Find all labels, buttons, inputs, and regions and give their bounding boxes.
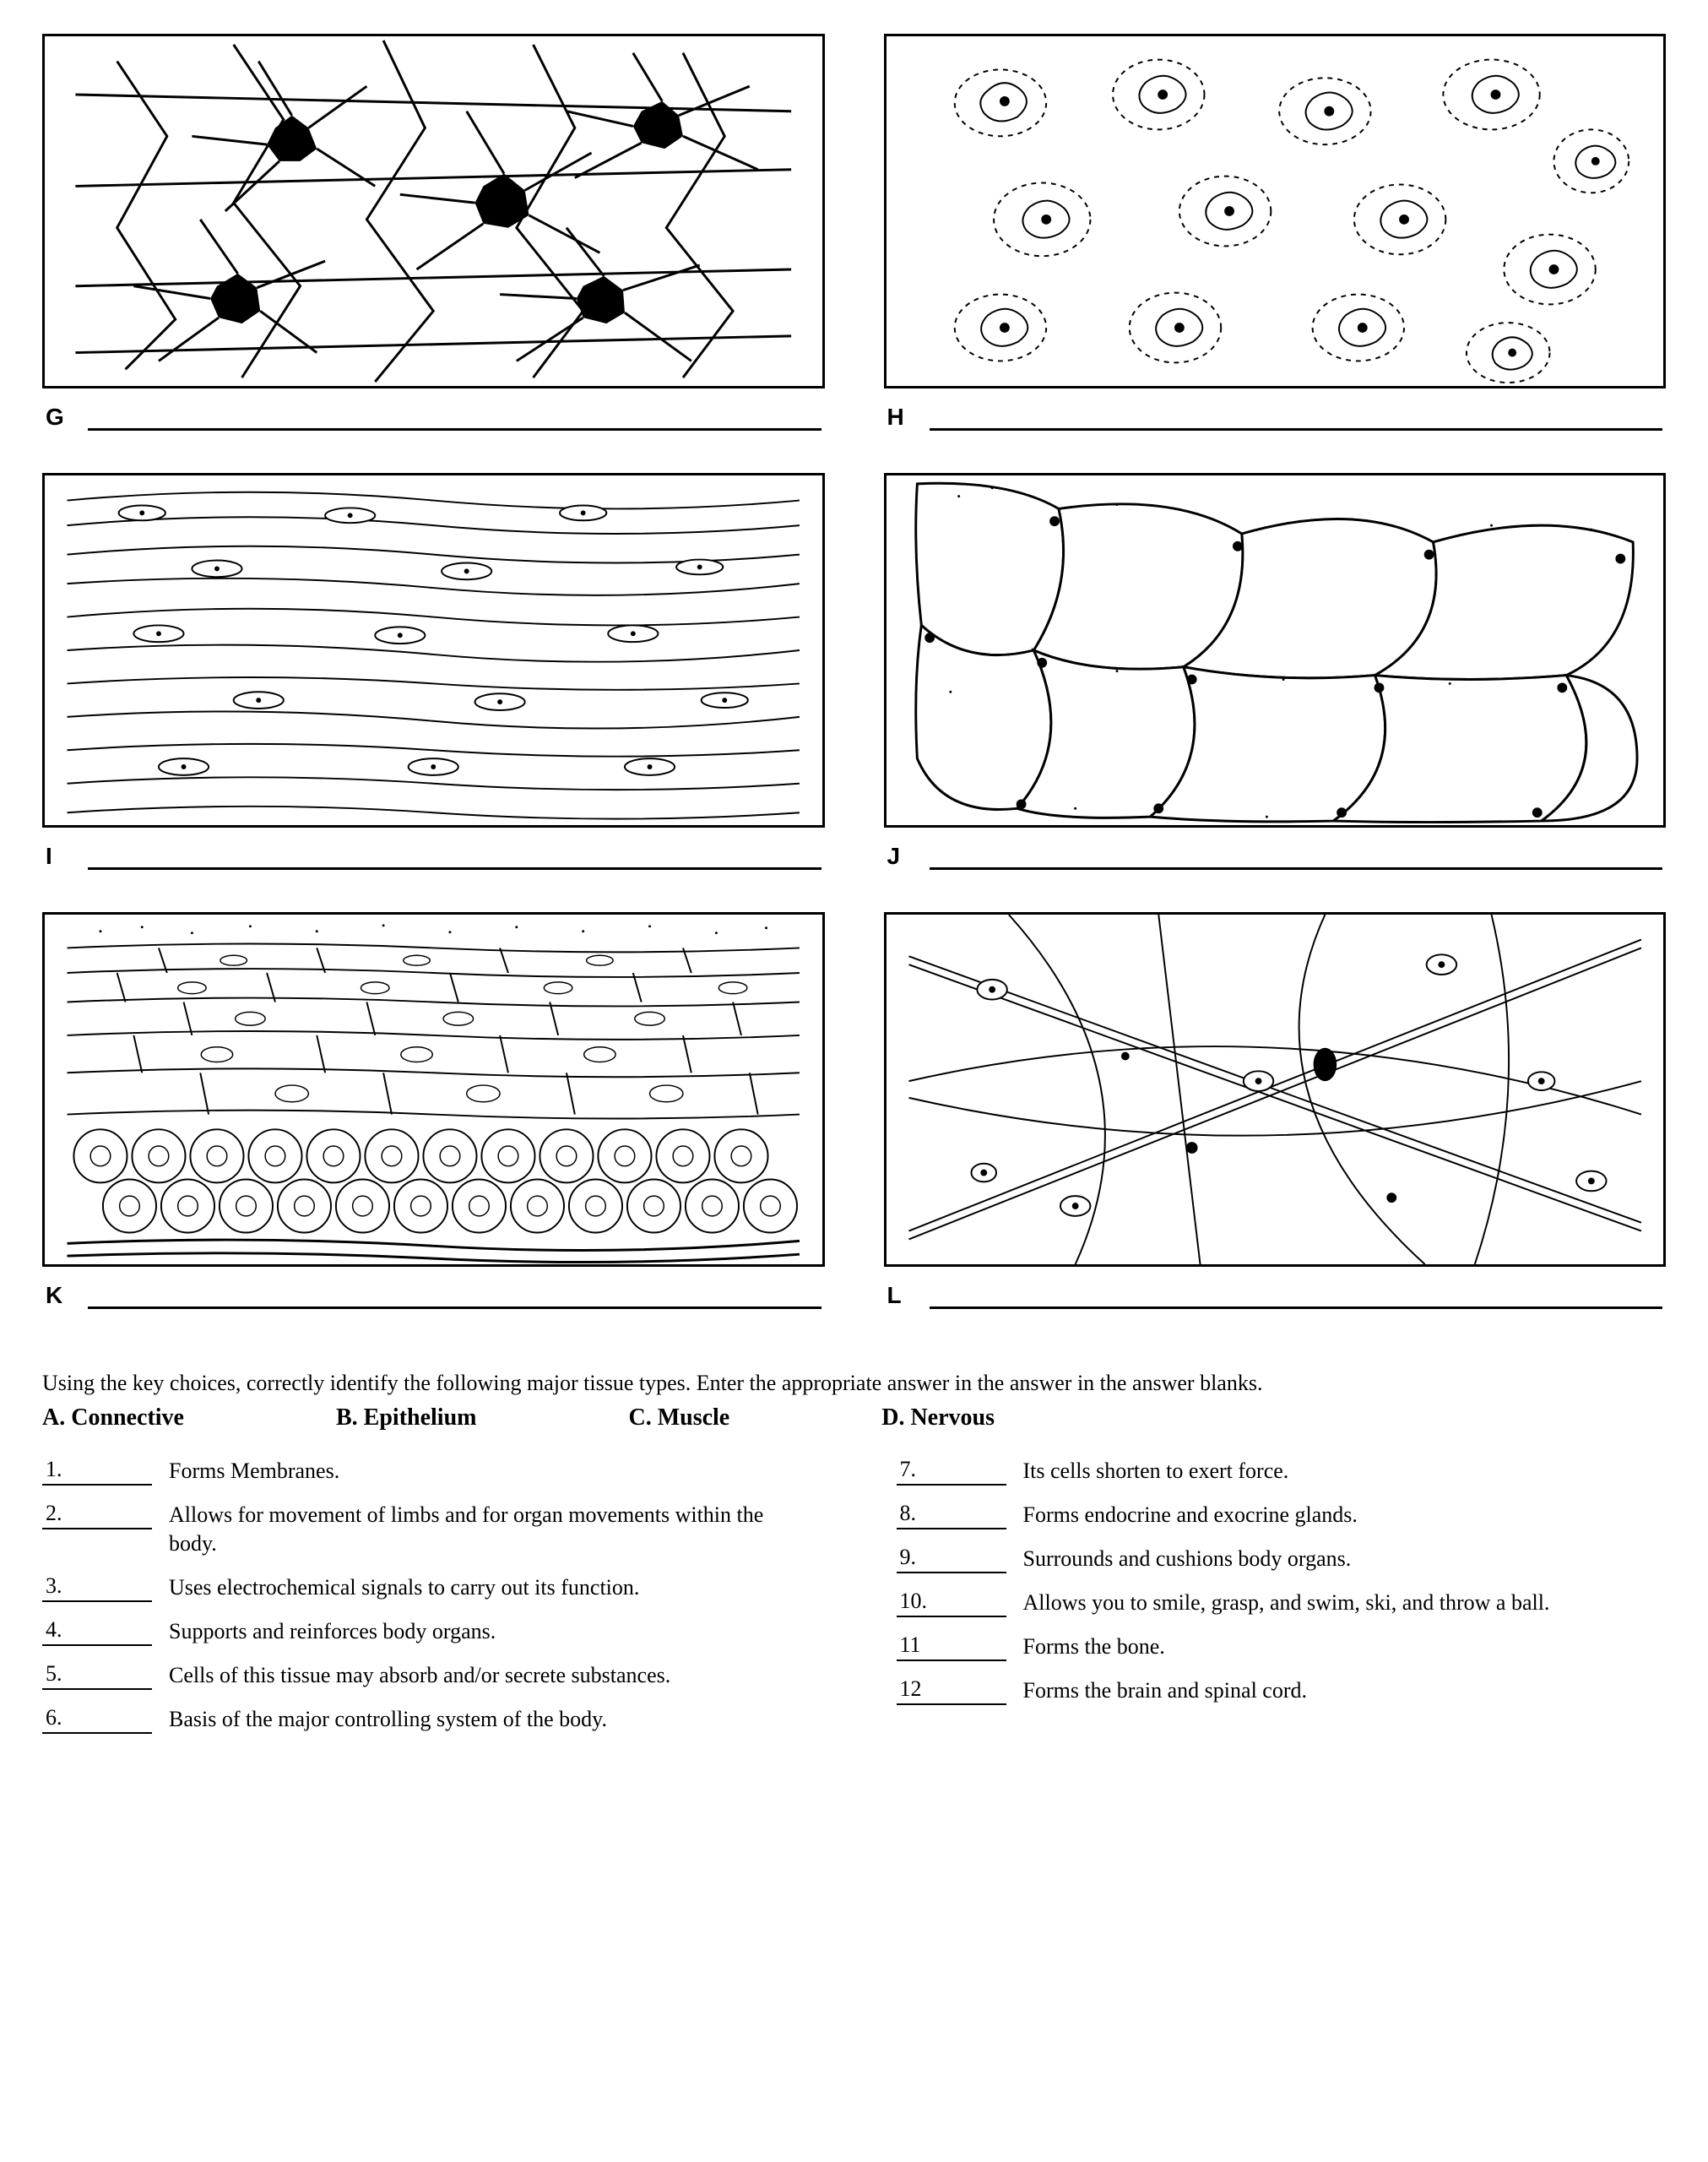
- figure-grid: G: [42, 34, 1666, 1334]
- label-letter-i: I: [46, 843, 71, 870]
- figure-h: [884, 34, 1667, 388]
- question-7: 7. Its cells shorten to exert force.: [897, 1457, 1667, 1486]
- label-letter-k: K: [46, 1282, 71, 1309]
- label-row-j: J: [884, 828, 1667, 895]
- label-letter-l: L: [887, 1282, 913, 1309]
- blank-6[interactable]: 6.: [42, 1705, 152, 1734]
- figure-i: [42, 473, 825, 828]
- figure-j: [884, 473, 1667, 828]
- blank-5[interactable]: 5.: [42, 1661, 152, 1690]
- label-row-l: L: [884, 1267, 1667, 1334]
- qtext-8: Forms endocrine and exocrine glands.: [1023, 1501, 1667, 1529]
- blank-1[interactable]: 1.: [42, 1457, 152, 1486]
- question-4: 4. Supports and reinforces body organs.: [42, 1617, 812, 1646]
- panel-i: I: [42, 473, 825, 895]
- blank-4[interactable]: 4.: [42, 1617, 152, 1646]
- panel-g: G: [42, 34, 825, 456]
- qtext-11: Forms the bone.: [1023, 1632, 1667, 1661]
- blank-12[interactable]: 12: [897, 1676, 1006, 1705]
- qtext-7: Its cells shorten to exert force.: [1023, 1457, 1667, 1486]
- figure-l: [884, 912, 1667, 1267]
- label-letter-g: G: [46, 404, 71, 431]
- blank-11[interactable]: 11: [897, 1632, 1006, 1661]
- blank-g[interactable]: [88, 428, 821, 431]
- qtext-9: Surrounds and cushions body organs.: [1023, 1545, 1667, 1573]
- label-letter-h: H: [887, 404, 913, 431]
- qtext-12: Forms the brain and spinal cord.: [1023, 1676, 1667, 1705]
- blank-7[interactable]: 7.: [897, 1457, 1006, 1486]
- question-8: 8. Forms endocrine and exocrine glands.: [897, 1501, 1667, 1529]
- answer-key-row: A. Connective B. Epithelium C. Muscle D.…: [42, 1404, 1666, 1431]
- question-2: 2. Allows for movement of limbs and for …: [42, 1501, 812, 1558]
- blank-j[interactable]: [930, 867, 1663, 870]
- label-row-k: K: [42, 1267, 825, 1334]
- blank-k[interactable]: [88, 1306, 821, 1309]
- qtext-6: Basis of the major controlling system of…: [169, 1705, 812, 1734]
- panel-h: H: [884, 34, 1667, 456]
- blank-l[interactable]: [930, 1306, 1663, 1309]
- blank-8[interactable]: 8.: [897, 1501, 1006, 1529]
- label-row-g: G: [42, 388, 825, 456]
- qtext-10: Allows you to smile, grasp, and swim, sk…: [1023, 1589, 1667, 1617]
- question-5: 5. Cells of this tissue may absorb and/o…: [42, 1661, 812, 1690]
- qtext-4: Supports and reinforces body organs.: [169, 1617, 812, 1646]
- blank-10[interactable]: 10.: [897, 1589, 1006, 1617]
- panel-j: J: [884, 473, 1667, 895]
- question-10: 10. Allows you to smile, grasp, and swim…: [897, 1589, 1667, 1617]
- label-letter-j: J: [887, 843, 913, 870]
- panel-k: K: [42, 912, 825, 1334]
- question-11: 11 Forms the bone.: [897, 1632, 1667, 1661]
- blank-2[interactable]: 2.: [42, 1501, 152, 1529]
- key-b: B. Epithelium: [336, 1404, 476, 1431]
- question-9: 9. Surrounds and cushions body organs.: [897, 1545, 1667, 1573]
- key-a: A. Connective: [42, 1404, 184, 1431]
- key-c: C. Muscle: [628, 1404, 729, 1431]
- question-1: 1. Forms Membranes.: [42, 1457, 812, 1486]
- qtext-1: Forms Membranes.: [169, 1457, 812, 1486]
- blank-h[interactable]: [930, 428, 1663, 431]
- label-row-h: H: [884, 388, 1667, 456]
- label-row-i: I: [42, 828, 825, 895]
- qtext-5: Cells of this tissue may absorb and/or s…: [169, 1661, 812, 1690]
- qtext-2: Allows for movement of limbs and for org…: [169, 1501, 812, 1558]
- blank-i[interactable]: [88, 867, 821, 870]
- blank-3[interactable]: 3.: [42, 1573, 152, 1602]
- instructions-text: Using the key choices, correctly identif…: [42, 1368, 1666, 1398]
- blank-9[interactable]: 9.: [897, 1545, 1006, 1573]
- key-d: D. Nervous: [881, 1404, 995, 1431]
- questions-left-column: 1. Forms Membranes. 2. Allows for moveme…: [42, 1457, 812, 1749]
- questions-right-column: 7. Its cells shorten to exert force. 8. …: [897, 1457, 1667, 1749]
- question-3: 3. Uses electrochemical signals to carry…: [42, 1573, 812, 1602]
- questions-grid: 1. Forms Membranes. 2. Allows for moveme…: [42, 1457, 1666, 1749]
- qtext-3: Uses electrochemical signals to carry ou…: [169, 1573, 812, 1602]
- figure-g: [42, 34, 825, 388]
- question-12: 12 Forms the brain and spinal cord.: [897, 1676, 1667, 1705]
- question-6: 6. Basis of the major controlling system…: [42, 1705, 812, 1734]
- panel-l: L: [884, 912, 1667, 1334]
- figure-k: [42, 912, 825, 1267]
